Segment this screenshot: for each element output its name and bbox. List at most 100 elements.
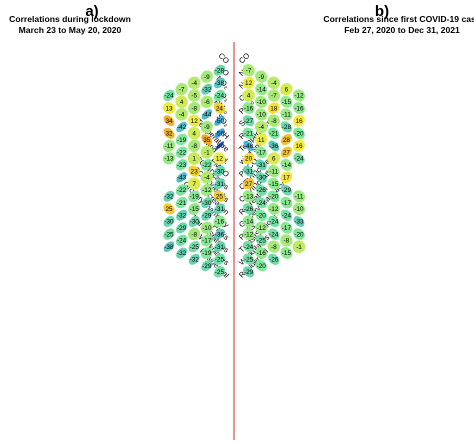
panel-a-cell-value: -25 [215,269,225,276]
panel-a-cell-value: -9 [204,74,210,81]
panel-a-cell-ellipse [162,139,176,152]
panel-a-cell-ellipse [201,134,213,145]
panel-a-cell-ellipse [201,109,212,120]
panel-a-cell-ellipse [163,215,175,228]
panel-a-cell-ellipse [175,83,188,96]
panel-a-cell-value: -11 [165,143,174,150]
panel-b-cell-value: -16 [257,250,267,257]
panel-a-cell-ellipse [200,70,213,83]
panel-a-cell-ellipse [200,234,213,247]
panel-a-cell-value: -32 [190,257,200,264]
panel-b-cell-value: 6 [285,86,289,93]
panel-b-cell-value: -8 [271,118,277,125]
panel-b-cell-value: -20 [294,131,304,138]
panel-a-cell-ellipse [214,228,225,240]
panel-a-cell-value: -30 [202,200,212,207]
panel-b-cell-ellipse [280,134,292,146]
panel-a-cell-value: -8 [191,105,197,112]
panel-a-cell-ellipse [188,190,201,203]
panel-b-cell-ellipse [242,253,255,265]
panel-b-cell-value: -4 [271,80,277,87]
panel-b-cell-ellipse [268,140,280,152]
panel-a-cell-value: -44 [202,112,212,119]
panel-a-cell-ellipse [200,183,213,197]
panel-a-cell-ellipse [163,152,175,165]
panel-a-cell-value: -5 [191,93,197,100]
panel-b-cell-value: -20 [269,194,279,201]
panel-b-cell-ellipse [267,177,280,190]
panel-b-cell-ellipse [280,121,292,133]
panel-b-cell-value: -10 [294,206,304,213]
panel-b-cell-value: -8 [284,238,290,245]
panel-a-cell-value: -4 [191,80,197,87]
panel-a-cell-value: -10 [202,225,212,232]
panel-b-cell-ellipse [280,158,293,171]
panel-b-cell-value: -7 [271,93,277,100]
panel-b-cell-ellipse [243,140,254,152]
panel-b-cell-value: -14 [244,219,254,226]
panel-b-cell-ellipse [292,89,306,102]
panel-b-cell-value: 27 [283,149,291,156]
panel-a-cell-value: -16 [215,219,225,226]
panel-a-cell-value: -21 [177,200,187,207]
panel-b-cell-ellipse [242,178,255,190]
panel-b-cell-ellipse [268,215,280,228]
panel-b-cell-ellipse [293,152,305,165]
panel-a-cell-ellipse [163,89,175,102]
panel-b-cell-value: -11 [282,112,291,119]
panel-a-cell-ellipse [188,101,201,115]
panel-a-cell-ellipse [213,102,226,114]
panel-a-cell-ellipse [200,171,214,184]
panel-b-cell-ellipse [293,127,305,140]
panel-b-cell-value: -17 [282,200,292,207]
panel-a-title-line1: Correlations during lockdown [9,14,131,24]
panel-b-cell-value: -21 [244,131,254,138]
panel-b-cell-value: 12 [245,80,253,87]
panel-a-cell-value: -24 [177,238,187,245]
panel-b-cell-value: -17 [282,225,292,232]
panel-b-cell-ellipse [280,209,293,221]
panel-b-cell-ellipse [267,114,280,127]
panel-a-cell-ellipse [188,227,201,241]
panel-b-cell-value: 17 [283,175,291,182]
panel-a-cell-value: -22 [177,187,187,194]
panel-a-cell-ellipse [200,221,213,234]
panel-a-cell-ellipse [188,177,201,190]
panel-a-cell-value: -15 [190,206,200,213]
panel-a-cell-ellipse [201,260,213,272]
panel-a-cell-ellipse [175,146,188,158]
panel-a-cell-value: 1 [192,156,196,163]
panel-a-cell-ellipse [175,196,188,209]
panel-a-cell-ellipse [213,253,226,265]
panel-b-cell-ellipse [255,159,267,171]
panel-a-cell-value: 34 [165,118,173,125]
panel-b-cell-ellipse [293,228,305,240]
panel-a-cell-value: -4 [179,112,185,119]
panel-a-cell-ellipse [201,83,213,95]
panel-b-cell-ellipse [280,146,293,158]
panel-b-cell-ellipse [267,152,281,165]
panel-b-cell-ellipse [242,102,255,115]
panel-b-cell-value: -31 [244,168,254,175]
panel-a-cell-value: -19 [202,250,212,257]
panel-b-cell-ellipse [280,247,293,259]
panel-b-cell-value: -26 [269,257,279,264]
panel-a-cell-value: 25 [216,194,224,201]
panel-a-cell-value: -1 [204,149,210,156]
panel-b-cell-value: -25 [244,257,254,264]
panel-b-cell-value: -28 [282,124,292,131]
panel-b-cell-ellipse [280,95,293,108]
panel-b-cell-ellipse [267,76,281,90]
panel-b-cell-ellipse [254,120,268,134]
panel-a-cell-value: -56 [215,131,225,138]
panel-a-cell-ellipse [213,241,225,253]
panel-a-cell-value: -31 [215,244,225,251]
panel-a-cell-ellipse [213,152,226,165]
panel-a-cell-ellipse [163,127,175,139]
panel-b-cell-ellipse [292,190,306,203]
panel-b-cell-value: -11 [269,168,278,175]
panel-b-cell-ellipse [255,234,267,247]
panel-a-cell-ellipse [213,190,226,202]
panel-b-cell-value: -12 [294,93,304,100]
